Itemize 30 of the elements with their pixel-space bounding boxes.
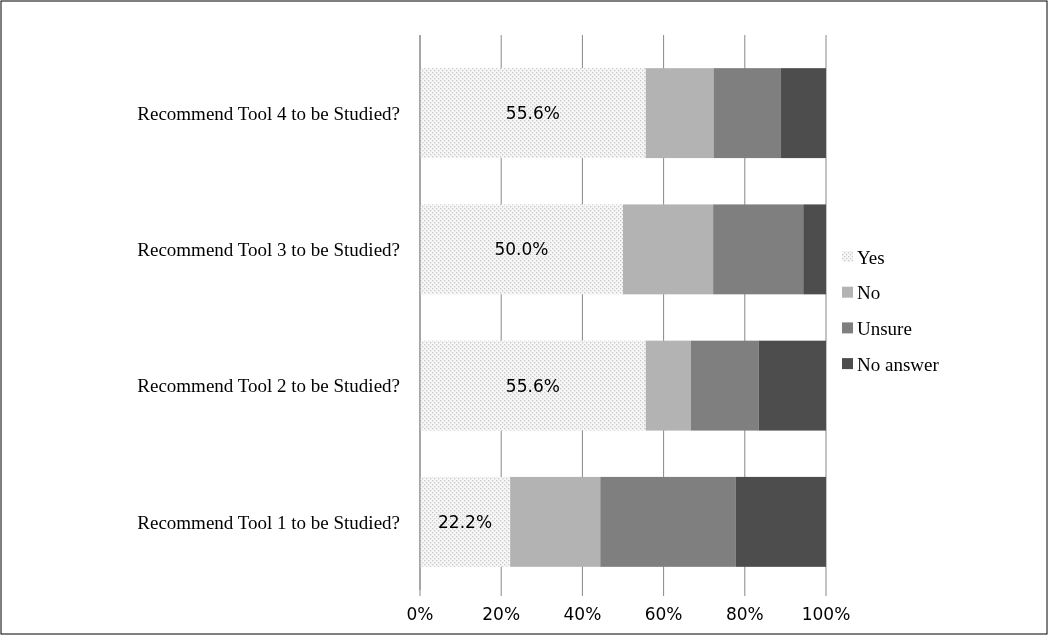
y-tick-label: Recommend Tool 1 to be Studied? [137, 511, 400, 533]
x-tick-label: 60% [644, 604, 683, 624]
x-tick-label: 0% [406, 604, 434, 624]
bar [420, 204, 623, 295]
bar [645, 68, 714, 159]
legend-label: No [857, 282, 881, 304]
y-tick-label: Recommend Tool 4 to be Studied? [137, 102, 400, 124]
legend-label: Unsure [857, 318, 912, 340]
bar [510, 476, 601, 567]
data-label: 22.2% [438, 511, 493, 532]
bar [420, 340, 646, 431]
y-tick-label: Recommend Tool 2 to be Studied? [137, 375, 400, 397]
bar [758, 340, 826, 431]
data-label: 55.6% [505, 375, 560, 396]
y-tick-label: Recommend Tool 3 to be Studied? [137, 239, 400, 261]
bar [420, 476, 511, 567]
legend-label: No answer [857, 353, 940, 375]
bar [780, 68, 826, 159]
bar [645, 340, 691, 431]
bar [420, 68, 646, 159]
x-tick-label: 40% [563, 604, 602, 624]
data-label: 50.0% [494, 239, 549, 260]
x-tick-label: 100% [801, 604, 851, 624]
bar [735, 476, 826, 567]
bar [623, 204, 714, 295]
bar [803, 204, 826, 295]
data-label: 55.6% [505, 103, 560, 124]
legend-label: Yes [857, 246, 885, 268]
x-tick-label: 80% [725, 604, 764, 624]
x-tick-label: 20% [482, 604, 521, 624]
